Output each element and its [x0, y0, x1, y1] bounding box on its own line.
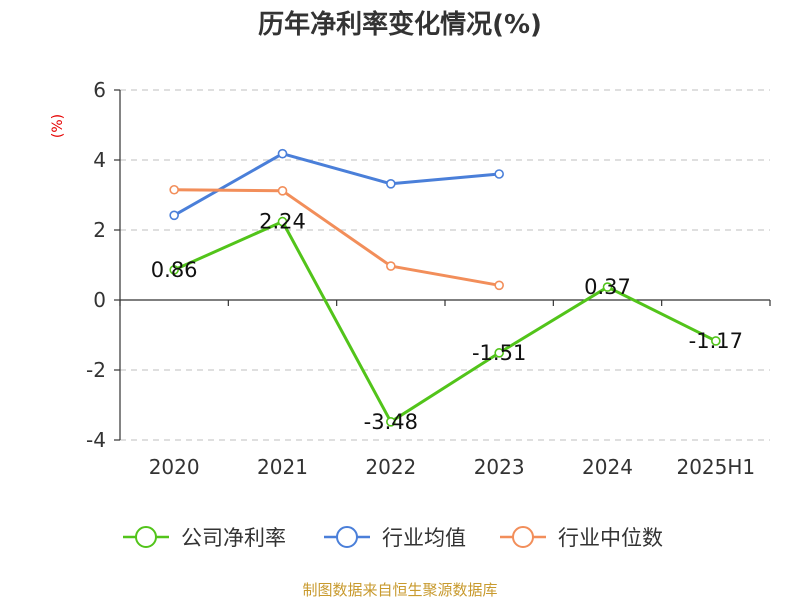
data-label: 2.24: [259, 210, 306, 234]
y-tick-label: 0: [93, 288, 106, 312]
series-lines: [169, 148, 721, 427]
axes: -4 -2 0 2 4 6 2020 2021 2022 2023 2024 2025H1: [86, 78, 771, 479]
data-point: [277, 186, 288, 196]
series-line: [173, 220, 717, 424]
x-tick-label: 2021: [257, 455, 308, 479]
y-tick-label: -4: [86, 428, 106, 452]
x-tick-label: 2020: [149, 455, 200, 479]
data-point: [386, 416, 396, 427]
data-point: [386, 261, 396, 271]
legend-marker: [135, 526, 157, 548]
data-label: 0.86: [151, 258, 198, 282]
data-point: [386, 179, 396, 189]
data-point: [494, 348, 504, 358]
legend-label: 行业均值: [382, 526, 466, 550]
data-point: [169, 210, 179, 221]
legend: 公司净利率 行业均值 行业中位数: [123, 526, 663, 550]
y-tick-label: 6: [93, 78, 106, 102]
legend-label: 行业中位数: [558, 526, 663, 550]
data-point: [602, 282, 613, 292]
x-tick-label: 2023: [474, 455, 525, 479]
data-label: -3.48: [364, 410, 418, 434]
data-label: -1.17: [689, 329, 743, 353]
chart-title: 历年净利率变化情况(%): [258, 9, 542, 40]
legend-marker: [336, 526, 358, 548]
y-tick-label: 4: [93, 148, 106, 172]
series-line: [173, 152, 500, 217]
data-point: [169, 265, 179, 275]
data-point: [494, 169, 504, 179]
data-point: [277, 216, 288, 227]
source-note: 制图数据来自恒生聚源数据库: [302, 581, 497, 599]
data-label: 0.37: [584, 275, 631, 299]
grid-lines: [120, 89, 770, 441]
series-line: [174, 188, 500, 287]
data-label: -1.51: [472, 341, 526, 365]
data-labels: 0.86 2.24 -3.48 -1.51 0.37 -1.17: [151, 210, 743, 434]
x-tick-label: 2024: [582, 455, 633, 479]
data-point: [277, 148, 288, 159]
y-tick-label: 2: [93, 218, 106, 242]
data-point: [711, 336, 721, 346]
legend-label: 公司净利率: [181, 526, 286, 550]
data-point: [169, 184, 179, 195]
y-tick-label: -2: [86, 358, 106, 382]
x-tick-label: 2025H1: [676, 455, 755, 479]
x-tick-label: 2022: [365, 455, 416, 479]
y-axis-label: (%): [50, 114, 66, 138]
data-point: [494, 280, 504, 291]
legend-marker: [512, 526, 534, 548]
